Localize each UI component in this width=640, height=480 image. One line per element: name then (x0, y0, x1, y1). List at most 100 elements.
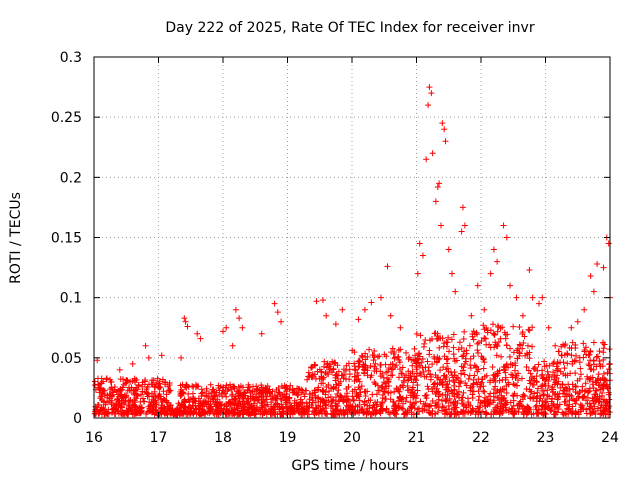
data-point (448, 336, 455, 343)
data-point (143, 411, 150, 418)
data-point (461, 348, 468, 355)
data-point (555, 378, 562, 385)
data-point (346, 406, 353, 413)
data-point (584, 375, 591, 382)
data-point (497, 335, 504, 342)
data-point (470, 388, 477, 395)
data-point (94, 401, 101, 408)
data-point (391, 388, 398, 395)
data-point (264, 383, 271, 390)
data-point (355, 375, 362, 382)
x-tick-label: 18 (214, 430, 232, 446)
data-point (422, 392, 429, 399)
data-point (411, 345, 418, 352)
data-point (577, 365, 584, 372)
data-point (481, 388, 488, 395)
data-point (371, 405, 378, 411)
data-point (516, 341, 523, 348)
data-point (428, 90, 435, 97)
data-point (123, 377, 130, 384)
data-point (195, 383, 202, 390)
data-point (461, 360, 468, 367)
data-point (220, 384, 227, 391)
data-point (391, 355, 398, 362)
data-point (197, 335, 204, 342)
data-point (470, 328, 477, 335)
data-point (96, 385, 103, 392)
data-point (139, 379, 146, 386)
axis-ticks: 16 17 18 19 20 21 22 23 24 0 0.05 0.1 0.15 0.2 0.25 0.3 (51, 50, 619, 446)
data-point (585, 352, 592, 359)
data-point (440, 343, 447, 350)
data-point (419, 356, 426, 363)
data-point (469, 383, 476, 390)
data-point (494, 328, 501, 335)
data-point (457, 378, 464, 385)
data-point (594, 353, 601, 360)
data-point (502, 335, 509, 342)
data-point (564, 350, 571, 357)
y-tick-label: 0.25 (51, 110, 82, 126)
data-point (429, 150, 436, 157)
data-point (247, 389, 254, 396)
data-point (199, 399, 206, 406)
data-point (256, 387, 263, 394)
data-point (599, 339, 606, 346)
data-point (374, 353, 381, 360)
data-point (589, 378, 596, 385)
data-point (467, 409, 474, 416)
data-point (163, 391, 170, 398)
data-point (435, 335, 442, 342)
data-point (568, 324, 575, 331)
data-point (323, 364, 330, 371)
data-point (356, 378, 363, 385)
data-point (587, 273, 594, 280)
data-point (519, 312, 526, 319)
data-point (223, 393, 230, 400)
data-point (461, 328, 468, 335)
data-point (436, 355, 443, 362)
data-point (463, 382, 470, 389)
data-point (366, 346, 373, 353)
data-point (268, 399, 275, 406)
data-point (587, 410, 594, 417)
data-point (374, 399, 381, 406)
data-point (544, 387, 551, 394)
data-point (490, 386, 497, 393)
data-point (344, 411, 351, 418)
data-point (600, 370, 607, 377)
data-point (189, 383, 196, 390)
data-point (269, 410, 276, 417)
data-point (602, 377, 609, 384)
data-point (554, 396, 561, 403)
data-point (279, 404, 286, 411)
data-point (551, 372, 558, 379)
data-point (414, 270, 421, 277)
data-point (263, 387, 270, 394)
data-point (181, 315, 188, 322)
data-point (479, 376, 486, 383)
data-point (203, 387, 210, 394)
data-point (530, 382, 537, 389)
data-point (344, 390, 351, 397)
data-point (225, 386, 232, 393)
data-point (149, 381, 156, 388)
data-point (345, 398, 352, 405)
data-point (542, 406, 549, 413)
data-point (408, 403, 415, 410)
data-point (499, 324, 506, 331)
data-point (574, 377, 581, 384)
data-point (309, 372, 316, 379)
data-point (594, 393, 601, 400)
data-point (361, 399, 368, 406)
data-point (498, 353, 505, 360)
data-point (569, 403, 576, 410)
data-point (345, 403, 352, 410)
data-point (308, 394, 315, 401)
data-point (336, 411, 343, 418)
data-point (268, 405, 275, 412)
data-point (414, 406, 421, 413)
data-point (437, 376, 444, 383)
data-point (455, 375, 462, 382)
data-point (458, 344, 465, 351)
